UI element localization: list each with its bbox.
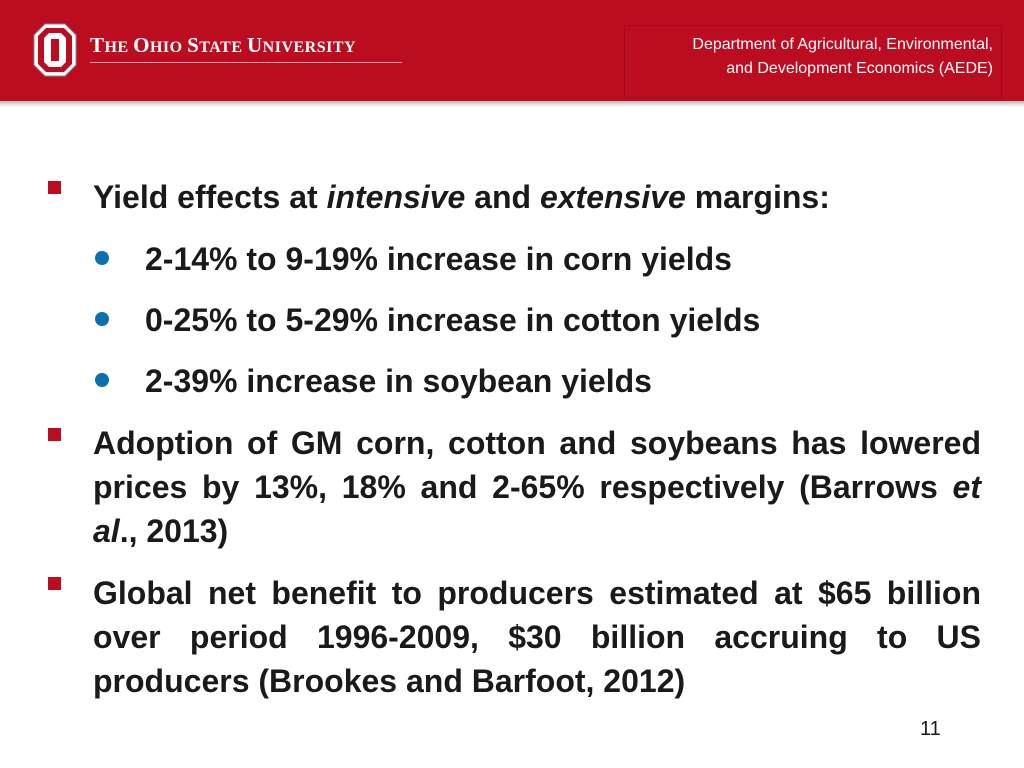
bullet-square-icon [48, 181, 61, 194]
sub-bullet-2: 0-25% to 5-29% increase in cotton yields [145, 302, 761, 338]
sub-bullet-1: 2-14% to 9-19% increase in corn yields [145, 241, 732, 277]
department-name: Department of Agricultural, Environmenta… [593, 33, 993, 81]
bullet-1-text: Yield effects at intensive and extensive… [93, 179, 830, 215]
bullet-square-icon [48, 428, 61, 441]
department-line-2: and Development Economics (AEDE) [726, 60, 993, 77]
sub-bullet-dot-icon [95, 251, 109, 265]
bullet-square-icon [48, 577, 61, 590]
department-box [624, 25, 1002, 98]
university-logo-icon [33, 23, 77, 77]
page-number: 11 [920, 718, 941, 740]
header-shadow [0, 101, 1024, 107]
sub-bullet-dot-icon [95, 312, 109, 326]
header-bar: THE OHIO STATE UNIVERSITY Department of … [0, 0, 1024, 101]
sub-bullet-3: 2-39% increase in soybean yields [145, 363, 652, 399]
wordmark-underline [90, 62, 402, 63]
university-wordmark: THE OHIO STATE UNIVERSITY [90, 33, 357, 57]
bullet-3-text: Global net benefit to producers estimate… [93, 575, 981, 699]
department-line-1: Department of Agricultural, Environmenta… [692, 36, 993, 53]
sub-bullet-dot-icon [95, 373, 109, 387]
bullet-2-text: Adoption of GM corn, cotton and soybeans… [93, 425, 981, 549]
